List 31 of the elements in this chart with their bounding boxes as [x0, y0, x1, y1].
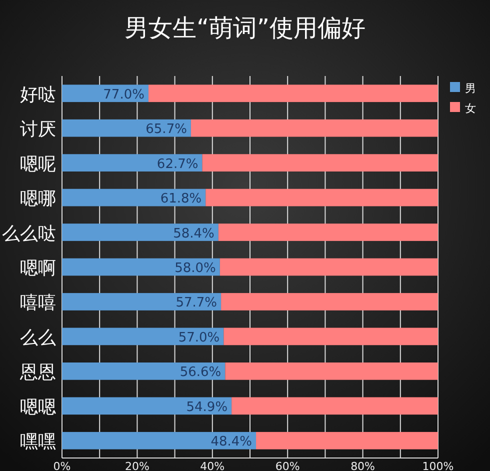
x-tick-label: 80%: [350, 460, 376, 471]
y-tick-label: 嗯啊: [20, 258, 56, 279]
x-tick-label: 0%: [53, 460, 71, 471]
y-tick-label: 么么: [20, 327, 56, 348]
y-tick-label: 讨厌: [20, 119, 56, 140]
data-label: 48.4%: [210, 434, 252, 450]
data-label: 58.0%: [174, 261, 216, 276]
y-tick-label: 嘻嘻: [20, 292, 56, 314]
data-label: 54.9%: [186, 400, 228, 415]
data-label: 61.8%: [160, 192, 202, 207]
data-label: 57.0%: [178, 330, 220, 346]
y-tick-label: 好哒: [20, 84, 56, 106]
y-tick-label: 恩恩: [19, 362, 56, 384]
legend-label: 男: [465, 82, 476, 95]
y-tick-label: 嗯呢: [20, 154, 56, 175]
legend-label: 女: [465, 102, 476, 115]
x-tick-label: 100%: [422, 460, 454, 471]
data-label: 58.4%: [173, 226, 214, 242]
y-tick-label: 嘿嘿: [20, 432, 56, 453]
data-label: 57.7%: [176, 296, 218, 311]
data-label: 56.6%: [180, 365, 222, 380]
y-tick-label: 么么哒: [2, 223, 56, 244]
chart-title: 男女生“萌词”使用偏好: [124, 14, 366, 42]
x-tick-label: 60%: [275, 460, 300, 471]
data-label: 65.7%: [146, 122, 187, 138]
x-tick-label: 20%: [124, 460, 150, 471]
data-label: 62.7%: [156, 156, 198, 172]
y-tick-label: 嗯哪: [20, 188, 56, 210]
y-tick-label: 嗯嗯: [20, 396, 56, 418]
x-tick-label: 40%: [200, 460, 225, 471]
data-label: 77.0%: [103, 87, 144, 102]
